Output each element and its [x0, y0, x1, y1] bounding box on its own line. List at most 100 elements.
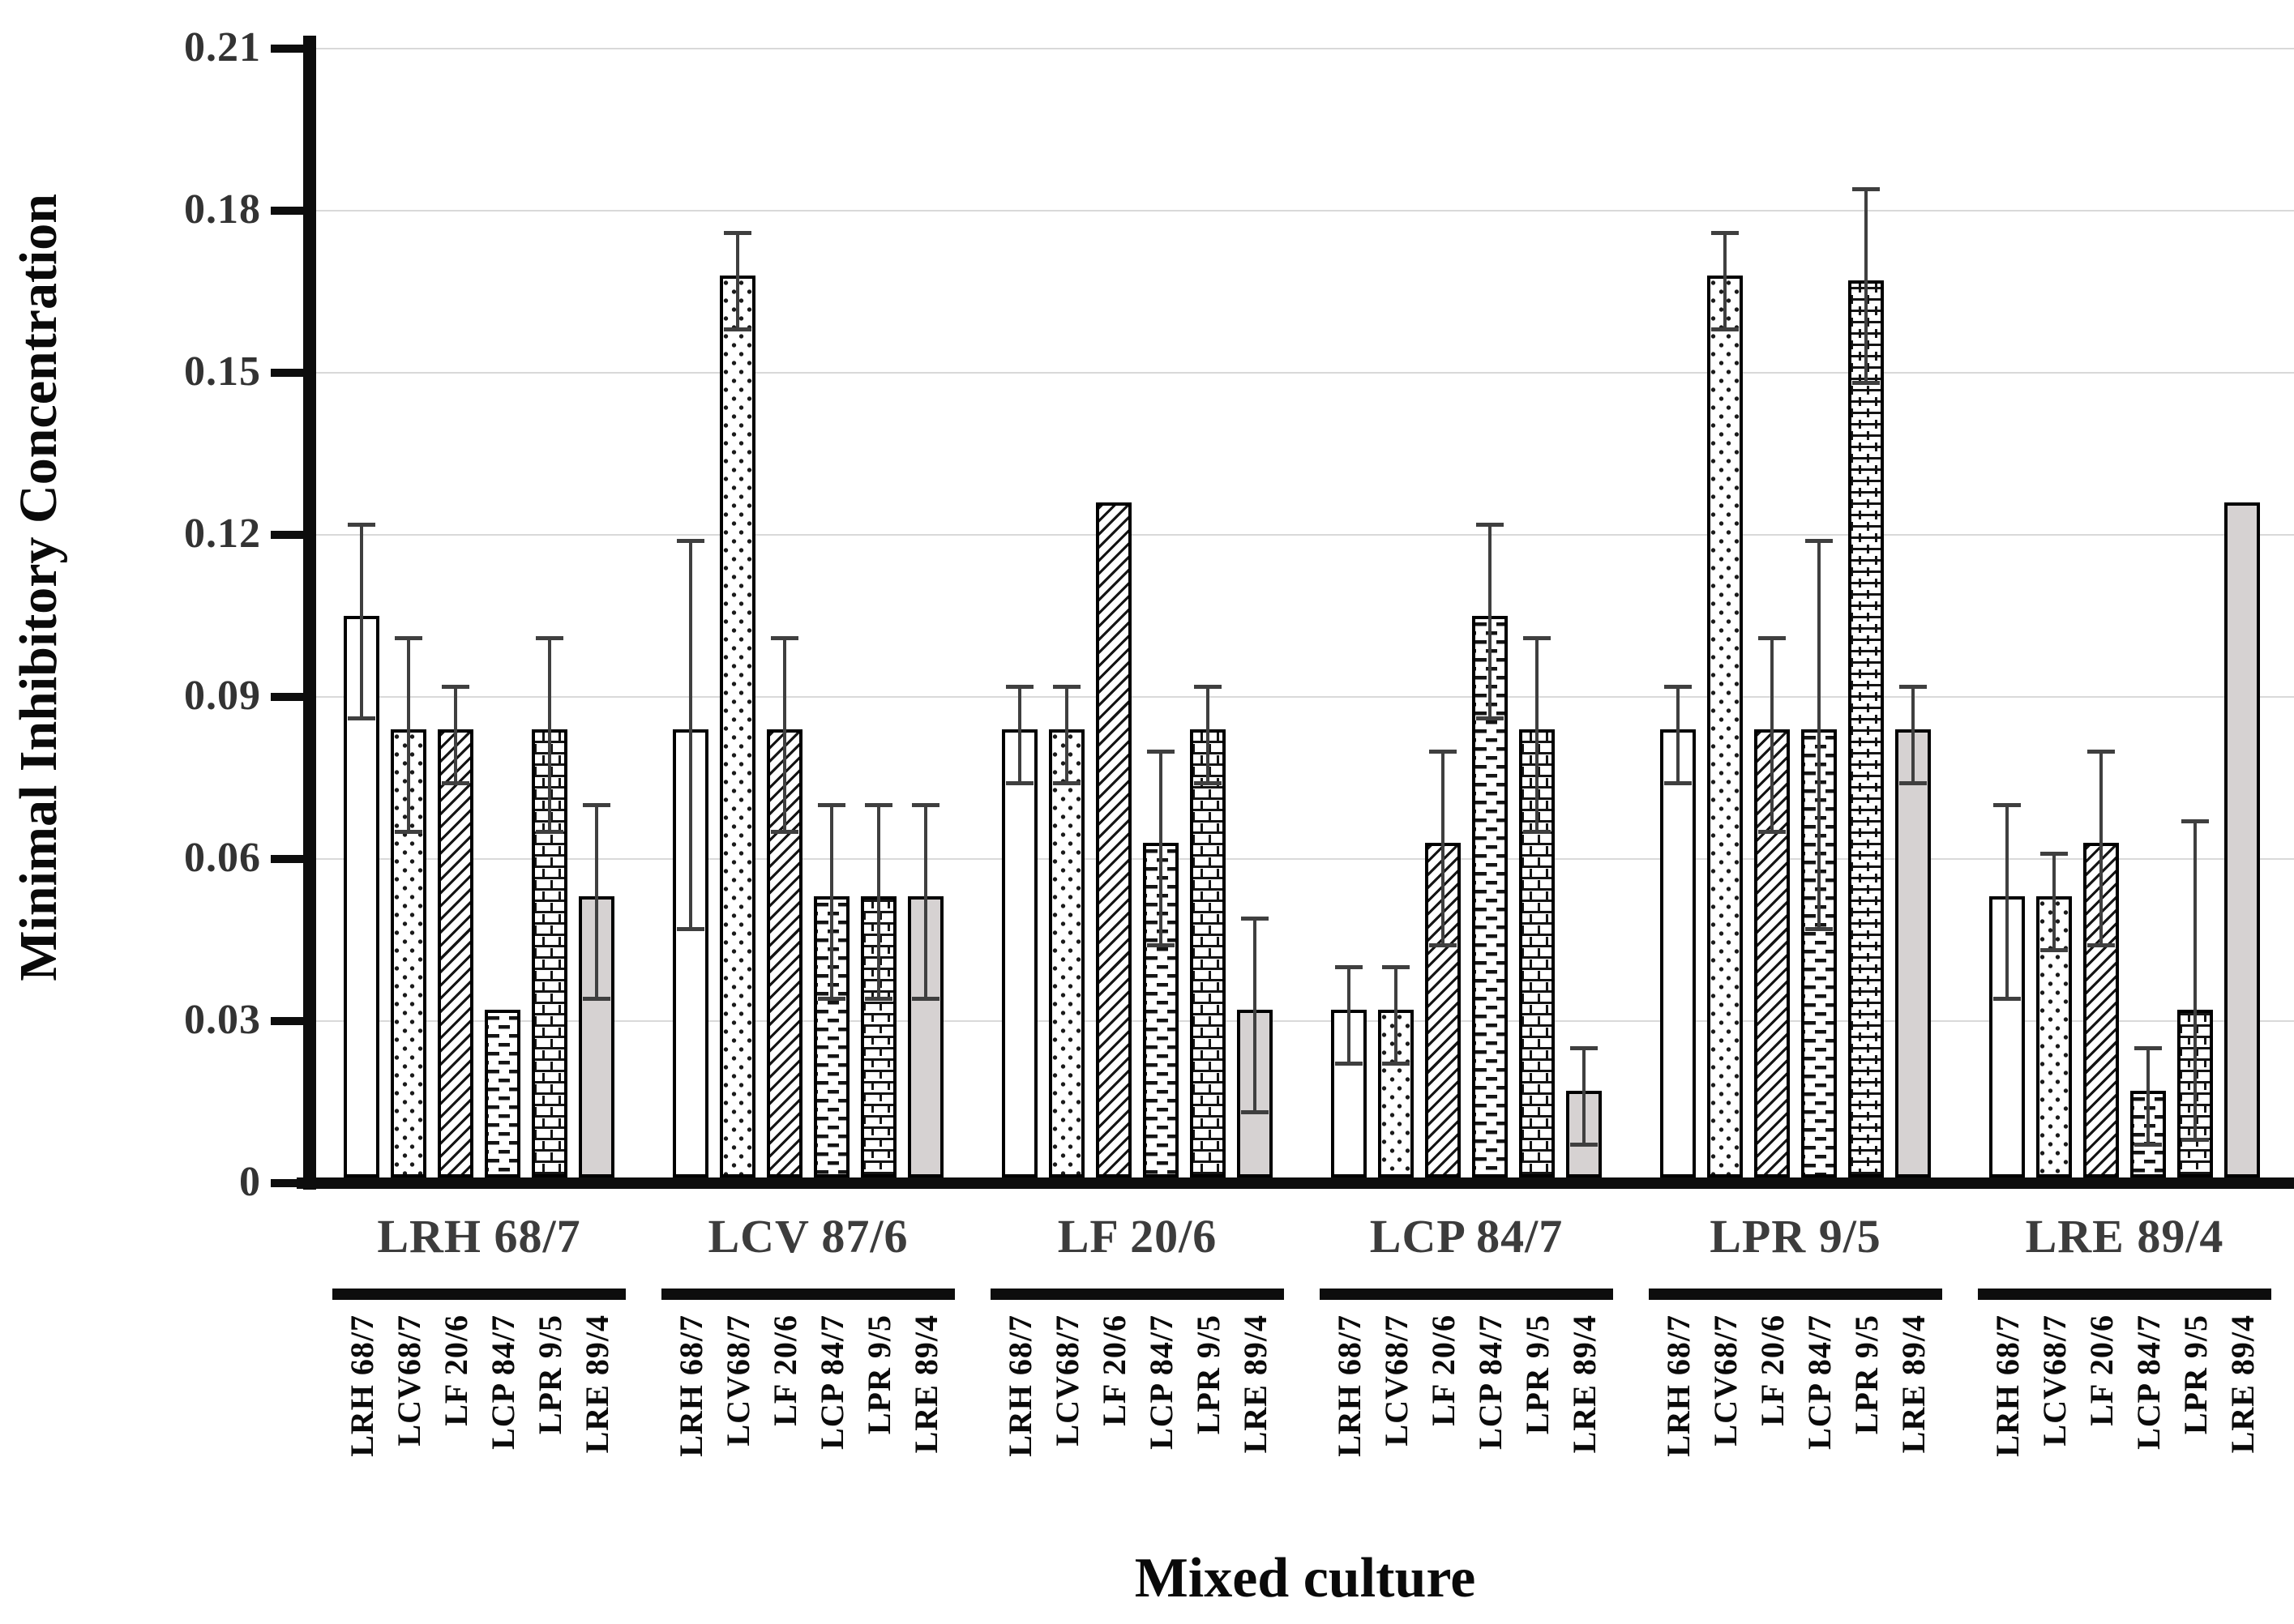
bar-sublabel: LCP 84/7	[481, 1314, 524, 1454]
error-bar-cap-bottom	[1476, 716, 1504, 720]
gridline	[316, 372, 2294, 374]
bar-sublabel: LPR 9/5	[529, 1314, 571, 1438]
bar-sublabel-text: LRE 89/4	[907, 1314, 944, 1454]
y-tick-label: 0.15	[184, 348, 261, 395]
error-bar	[1206, 686, 1209, 784]
y-tick-label: 0.18	[184, 186, 261, 233]
bar-sublabel: LCV68/7	[2033, 1314, 2075, 1451]
group-underline	[1978, 1289, 2271, 1300]
bar-sublabel: LRE 89/4	[1892, 1314, 1934, 1457]
group-label: LCP 84/7	[1369, 1210, 1564, 1263]
bar-sublabel: LF 20/6	[1093, 1314, 1135, 1430]
bar-sublabel-text: LRE 89/4	[2223, 1314, 2261, 1454]
error-bar-cap-top	[583, 803, 610, 808]
error-bar	[783, 637, 786, 832]
bar	[438, 729, 473, 1177]
bar-sublabel: LF 20/6	[764, 1314, 806, 1430]
bar-sublabel: LRH 68/7	[670, 1314, 712, 1461]
error-bar-cap-bottom	[1429, 942, 1457, 947]
error-bar-cap-bottom	[1194, 780, 1222, 785]
error-bar-cap-bottom	[1053, 780, 1081, 785]
bar	[1848, 280, 1884, 1177]
bar-sublabel: LCP 84/7	[1140, 1314, 1182, 1454]
bar-sublabel-text: LRH 68/7	[672, 1314, 709, 1457]
y-axis-title-text: Minimal Inhibitory Concentration	[9, 194, 68, 981]
y-tick-mark	[271, 207, 305, 215]
bar-sublabel-text: LRE 89/4	[1565, 1314, 1603, 1454]
bar	[1519, 729, 1555, 1177]
bar-sublabel-text: LCP 84/7	[484, 1314, 521, 1450]
error-bar-cap-bottom	[724, 327, 751, 331]
gridline	[316, 534, 2294, 536]
group-underline	[661, 1289, 955, 1300]
bar-sublabel-text: LCP 84/7	[813, 1314, 850, 1450]
bar	[485, 1010, 520, 1177]
y-tick-mark	[271, 1017, 305, 1025]
y-tick-label: 0.12	[184, 511, 261, 557]
bar-sublabel-text: LPR 9/5	[1518, 1314, 1556, 1435]
error-bar	[407, 637, 410, 832]
error-bar-cap-bottom	[1852, 381, 1880, 386]
bar	[1002, 729, 1038, 1177]
x-axis-line	[297, 1177, 2294, 1189]
y-tick-label: 0.09	[184, 673, 261, 719]
error-bar-cap-top	[865, 803, 892, 808]
error-bar	[924, 805, 927, 1000]
error-bar-cap-top	[1523, 635, 1551, 640]
bar-sublabel-text: LCV68/7	[1706, 1314, 1744, 1447]
bar-sublabel: LCP 84/7	[811, 1314, 853, 1454]
bar-sublabel: LRE 89/4	[2221, 1314, 2263, 1457]
error-bar-cap-top	[677, 538, 704, 543]
error-bar-cap-bottom	[818, 997, 845, 1002]
bar	[1190, 729, 1226, 1177]
error-bar-cap-top	[818, 803, 845, 808]
error-bar-cap-top	[1993, 803, 2021, 808]
bar-sublabel-text: LRH 68/7	[1659, 1314, 1697, 1457]
gridline	[316, 210, 2294, 212]
bar-sublabel-text: LCV68/7	[1377, 1314, 1414, 1447]
group-underline	[1649, 1289, 1942, 1300]
error-bar	[360, 524, 363, 719]
bar	[2224, 502, 2260, 1177]
error-bar-cap-bottom	[348, 716, 375, 720]
error-bar-cap-bottom	[536, 829, 563, 834]
y-tick-label: 0.21	[184, 24, 261, 71]
error-bar-cap-top	[1053, 684, 1081, 689]
error-bar-cap-top	[2134, 1046, 2162, 1051]
error-bar	[830, 805, 833, 1000]
y-tick-mark	[271, 693, 305, 701]
error-bar-cap-bottom	[395, 829, 422, 834]
bar-sublabel-text: LRE 89/4	[1894, 1314, 1932, 1454]
y-tick-mark	[271, 855, 305, 863]
error-bar-cap-top	[395, 635, 422, 640]
bar	[720, 276, 755, 1177]
group-underline	[332, 1289, 626, 1300]
gridline	[316, 858, 2294, 860]
bar-sublabel: LCV68/7	[717, 1314, 759, 1451]
error-bar-cap-bottom	[1523, 829, 1551, 834]
error-bar-cap-top	[1711, 230, 1739, 235]
group-label: LCV 87/6	[708, 1210, 909, 1263]
error-bar-cap-bottom	[1570, 1143, 1598, 1147]
bar-sublabel-text: LRE 89/4	[578, 1314, 615, 1454]
gridline	[316, 696, 2294, 698]
bar-sublabel-text: LCP 84/7	[2129, 1314, 2167, 1450]
error-bar	[2005, 805, 2009, 1000]
bar-sublabel-text: LPR 9/5	[1847, 1314, 1885, 1435]
bar-sublabel-text: LRH 68/7	[1988, 1314, 2026, 1457]
error-bar	[1065, 686, 1068, 784]
bar-sublabel-text: LCV68/7	[1048, 1314, 1085, 1447]
error-bar-cap-bottom	[1993, 997, 2021, 1002]
bar-sublabel-text: LF 20/6	[766, 1314, 803, 1426]
error-bar	[1676, 686, 1680, 784]
bar	[1096, 502, 1132, 1177]
bar-sublabel-text: LCP 84/7	[1471, 1314, 1509, 1450]
bar-sublabel: LF 20/6	[1422, 1314, 1464, 1430]
error-bar-cap-top	[2040, 852, 2068, 857]
error-bar	[1582, 1048, 1586, 1146]
error-bar-cap-bottom	[2134, 1143, 2162, 1147]
bar	[1049, 729, 1085, 1177]
error-bar-cap-top	[442, 684, 469, 689]
error-bar-cap-top	[2087, 749, 2115, 754]
